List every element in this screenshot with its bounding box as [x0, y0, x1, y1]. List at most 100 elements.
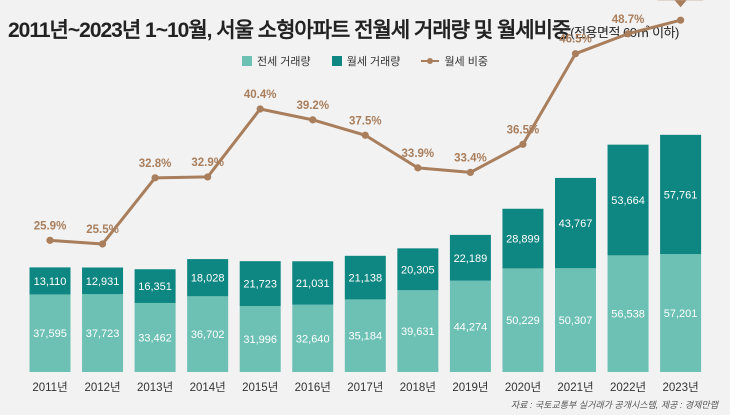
x-tick-label: 2016년: [295, 381, 331, 394]
bar-wolse: [29, 267, 71, 295]
x-tick-label: 2015년: [242, 381, 278, 394]
x-tick-label: 2013년: [137, 381, 173, 394]
wolse-value-label: 21,138: [348, 273, 382, 285]
jeonse-value-label: 39,631: [401, 326, 435, 338]
ratio-point: [46, 236, 54, 244]
bar-wolse: [187, 259, 229, 297]
wolse-value-label: 12,931: [86, 276, 120, 288]
jeonse-value-label: 32,640: [296, 333, 330, 345]
bar-jeonse: [134, 302, 176, 372]
legend-ratio: 월세 비중: [421, 53, 488, 69]
wolse-value-label: 22,189: [454, 253, 488, 265]
jeonse-value-label: 31,996: [243, 334, 277, 346]
bar-jeonse: [344, 299, 386, 372]
x-tick-label: 2023년: [663, 381, 699, 394]
ratio-value-label: 32.8%: [139, 158, 172, 170]
bar-jeonse: [292, 304, 334, 372]
bar-wolse: [134, 269, 176, 303]
bar-jeonse: [239, 305, 281, 372]
x-tick-label: 2018년: [400, 381, 436, 394]
bar-wolse: [82, 267, 124, 295]
wolse-value-label: 21,031: [296, 278, 330, 290]
wolse-value-label: 18,028: [191, 273, 225, 285]
jeonse-value-label: 35,184: [348, 331, 382, 343]
ratio-point: [309, 116, 317, 124]
x-tick-label: 2012년: [84, 381, 120, 394]
ratio-point: [466, 168, 474, 176]
jeonse-value-label: 50,229: [506, 315, 540, 327]
legend-jeonse-label: 전세 거래량: [257, 56, 311, 68]
legend-jeonse: 전세 거래량: [242, 53, 311, 69]
bar-wolse: [555, 177, 596, 269]
ratio-value-label: 36.5%: [507, 124, 540, 136]
bar-jeonse: [397, 290, 439, 372]
ratio-point: [677, 16, 685, 24]
callout-pointer: [674, 0, 687, 8]
wolse-value-label: 57,761: [664, 189, 698, 201]
bar-jeonse: [29, 294, 71, 372]
ratio-value-label: 33.4%: [454, 152, 487, 164]
bar-wolse: [449, 234, 491, 281]
legend: 전세 거래량 월세 거래량 월세 비중: [0, 53, 730, 69]
ratio-value-label: 25.9%: [34, 220, 67, 232]
jeonse-value-label: 37,723: [86, 328, 120, 340]
ratio-point: [414, 164, 422, 172]
wolse-value-label: 20,305: [401, 264, 435, 276]
jeonse-value-label: 44,274: [454, 321, 488, 333]
ratio-point: [624, 30, 632, 38]
bar-jeonse: [449, 280, 491, 372]
ratio-value-label: 48.7%: [612, 14, 645, 26]
ratio-point: [361, 131, 369, 139]
x-tick-label: 2021년: [557, 381, 593, 394]
title-main: 2011년~2023년 1~10월, 서울 소형아파트 전월세 거래량 및 월세…: [8, 19, 571, 42]
wolse-value-label: 43,767: [559, 218, 593, 230]
legend-ratio-label: 월세 비중: [444, 56, 488, 68]
x-tick-label: 2020년: [505, 381, 541, 394]
bar-wolse: [344, 255, 386, 300]
bar-jeonse: [660, 253, 702, 372]
ratio-value-label: 32.9%: [191, 157, 224, 169]
bar-jeonse: [607, 255, 649, 372]
wolse-value-label: 53,664: [611, 195, 645, 207]
legend-wolse-label: 월세 거래량: [346, 56, 401, 68]
ratio-value-label: 37.5%: [349, 115, 382, 127]
source-note: 자료 : 국토교통부 실거래가 공개시스템, 제공 : 경제만랩: [510, 400, 718, 410]
ratio-value-label: 25.5%: [86, 224, 119, 236]
x-tick-label: 2014년: [190, 381, 226, 394]
wolse-value-label: 13,110: [34, 276, 67, 288]
bar-wolse: [239, 261, 281, 306]
ratio-point: [519, 140, 527, 148]
bar-jeonse: [82, 294, 124, 372]
jeonse-value-label: 57,201: [664, 308, 698, 320]
ratio-value-label: 39.2%: [296, 100, 329, 112]
wolse-value-label: 28,899: [506, 234, 540, 246]
wolse-value-label: 21,723: [243, 279, 277, 291]
ratio-value-label: 40.4%: [244, 89, 277, 101]
ratio-point: [571, 50, 580, 58]
legend-ratio-swatch: [421, 56, 440, 66]
ratio-point: [204, 173, 212, 181]
x-tick-label: 2022년: [610, 381, 646, 394]
bar-jeonse: [187, 296, 229, 372]
ratio-point: [151, 174, 159, 182]
jeonse-value-label: 33,462: [138, 332, 172, 344]
bar-wolse: [502, 208, 544, 269]
wolse-value-label: 16,351: [138, 281, 172, 293]
ratio-point: [256, 105, 264, 113]
x-tick-label: 2017년: [347, 381, 383, 394]
x-tick-label: 2011년: [32, 381, 67, 394]
ratio-point: [98, 240, 107, 248]
jeonse-value-label: 36,702: [191, 329, 225, 341]
bar-wolse: [660, 134, 702, 254]
jeonse-value-label: 56,538: [611, 309, 645, 321]
jeonse-value-label: 37,595: [33, 328, 67, 340]
legend-jeonse-swatch: [242, 56, 252, 66]
legend-wolse-swatch: [331, 56, 342, 66]
legend-wolse: 월세 거래량: [331, 53, 401, 69]
ratio-value-label: 33.9%: [402, 148, 435, 160]
bar-wolse: [397, 248, 439, 291]
bar-wolse: [607, 144, 649, 256]
x-tick-label: 2019년: [452, 381, 488, 394]
